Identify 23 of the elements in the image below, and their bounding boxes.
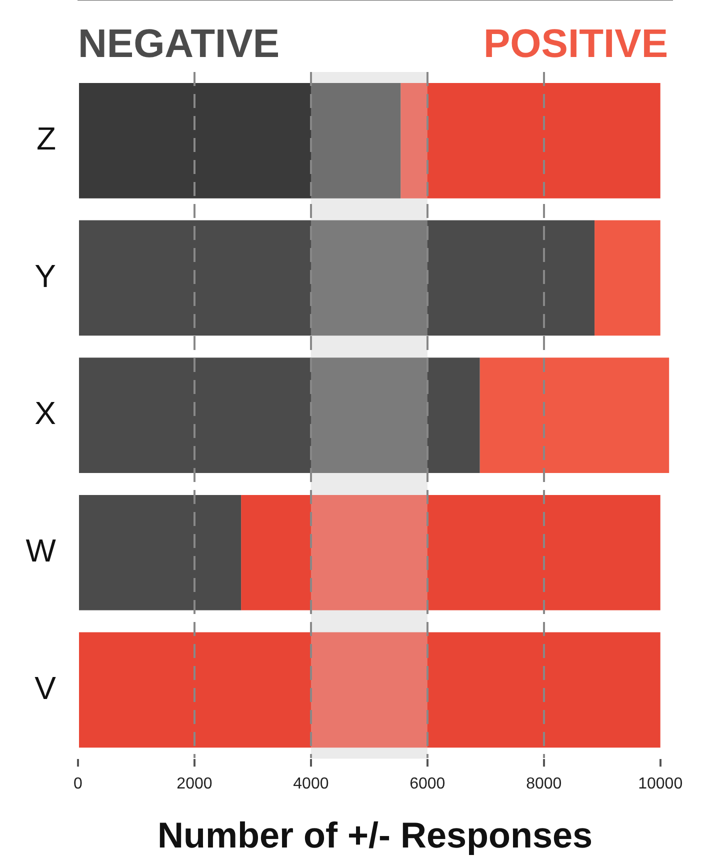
y-tick-label: V	[34, 670, 57, 706]
bar	[79, 220, 595, 336]
x-tick-label: 10000	[638, 776, 683, 793]
bar	[241, 494, 660, 610]
x-tick-label: 2000	[176, 776, 212, 793]
x-tick-label: 0	[74, 776, 83, 793]
series-label: POSITIVE	[484, 22, 668, 67]
bar	[594, 220, 660, 336]
bar	[79, 82, 401, 198]
x-tick-label: 8000	[526, 776, 562, 793]
y-tick-label: X	[34, 395, 56, 432]
bar	[79, 494, 242, 610]
y-tick-label: Z	[36, 120, 56, 156]
bar	[79, 358, 480, 473]
y-tick-label: W	[26, 532, 57, 568]
x-tick-label: 4000	[293, 776, 329, 793]
series-label: NEGATIVE	[78, 22, 280, 67]
x-tick-label: 6000	[410, 776, 446, 793]
bar	[400, 82, 660, 198]
bar	[480, 358, 670, 473]
bar	[79, 632, 660, 748]
y-tick-label: Y	[34, 258, 56, 294]
x-axis-title: Number of +/- Responses	[157, 814, 593, 856]
